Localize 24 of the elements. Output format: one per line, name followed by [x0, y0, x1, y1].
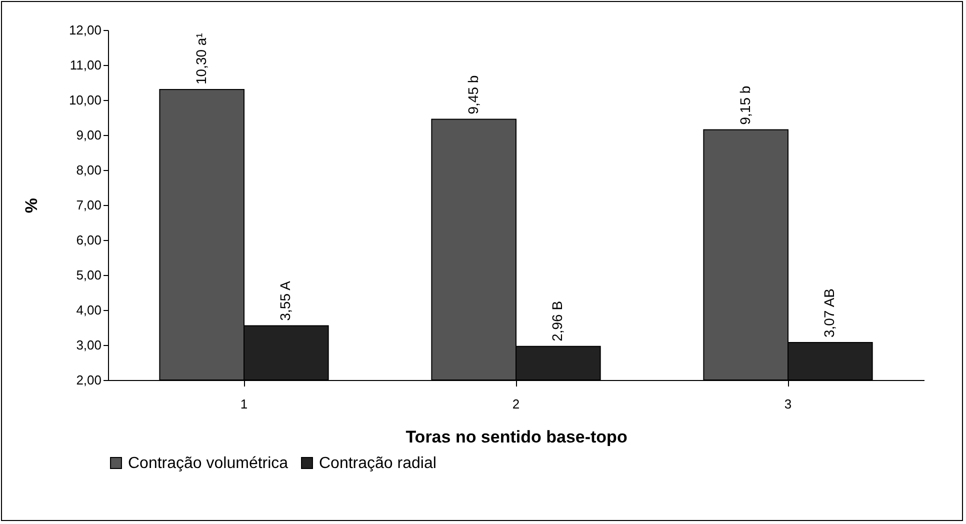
x-axis-title: Toras no sentido base-topo	[406, 428, 628, 446]
legend-label: Contração volumétrica	[128, 455, 288, 472]
y-tick-label: 3,00	[76, 338, 102, 352]
y-axis-title: %	[22, 198, 41, 214]
data-label: 2,96 B	[549, 300, 566, 342]
x-tick-label: 2	[512, 396, 520, 412]
y-tick-label: 7,00	[76, 198, 102, 212]
y-tick-label: 11,00	[70, 58, 102, 72]
data-label: 3,07 AB	[821, 288, 838, 338]
y-tick-label: 9,00	[76, 128, 102, 142]
y-tick-label: 5,00	[76, 268, 102, 282]
data-label: 9,45 b	[464, 75, 481, 114]
y-tick-label: 10,00	[68, 92, 102, 108]
data-label: 9,15 b	[736, 86, 753, 125]
y-tick-label: 6,00	[76, 232, 102, 248]
y-tick-label: 8,00	[76, 162, 102, 178]
y-tick-label: 12,00	[68, 22, 102, 38]
legend-label: Contração radial	[319, 455, 436, 472]
x-tick-label: 1	[240, 396, 248, 412]
y-tick-label: 2,00	[76, 372, 102, 388]
y-tick-label: 4,00	[76, 302, 102, 318]
x-tick-label: 3	[784, 396, 792, 412]
data-label: 3,55 A	[277, 280, 294, 321]
data-label: 10,30 a¹	[192, 32, 209, 84]
